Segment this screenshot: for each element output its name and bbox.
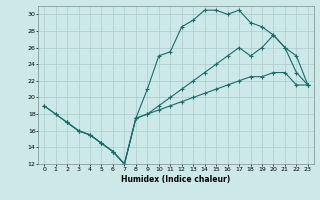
- X-axis label: Humidex (Indice chaleur): Humidex (Indice chaleur): [121, 175, 231, 184]
